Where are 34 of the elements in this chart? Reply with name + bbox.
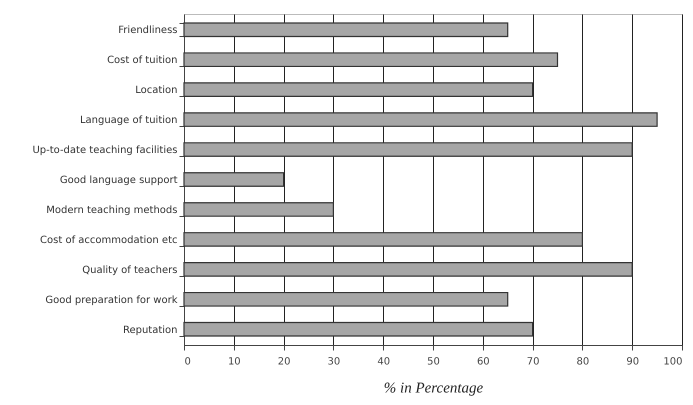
y-tick-label: Good preparation for work — [45, 294, 178, 306]
bar — [183, 232, 583, 247]
x-axis-title: % in Percentage — [384, 380, 484, 396]
x-tick-label: 90 — [626, 356, 640, 368]
y-tick-label: Quality of teachers — [82, 264, 178, 276]
x-tick-label: 70 — [526, 356, 540, 368]
y-tick-label: Good language support — [60, 175, 178, 186]
bar — [183, 82, 534, 97]
bar — [183, 262, 633, 277]
y-tick-label: Location — [135, 85, 178, 96]
x-tick-label: 30 — [328, 356, 340, 368]
y-tick-label: Friendliness — [118, 25, 178, 36]
x-tick-label: 100 — [663, 356, 682, 368]
y-tick-label: Cost of accommodation etc — [40, 234, 178, 246]
bar — [183, 292, 508, 307]
x-tick-label: 40 — [377, 356, 390, 368]
x-tick-label: 80 — [576, 356, 590, 368]
bar — [183, 202, 334, 217]
bar — [183, 142, 633, 157]
y-tick-label: Up-to-date teaching facilities — [32, 145, 178, 156]
y-tick-label: Cost of tuition — [107, 55, 178, 66]
bar — [183, 22, 508, 38]
x-tick-label: 0 — [184, 356, 191, 368]
y-tick-label: Modern teaching methods — [46, 204, 178, 216]
bar — [183, 322, 534, 337]
bar — [183, 112, 658, 127]
x-tick-label: 60 — [476, 356, 490, 368]
x-tick-label: 20 — [278, 356, 290, 368]
y-tick-label: Reputation — [122, 324, 178, 336]
bar — [183, 52, 558, 68]
bar — [183, 172, 284, 187]
x-tick-label: 10 — [228, 356, 241, 368]
x-tick-label: 50 — [427, 356, 440, 368]
y-tick-label: Language of tuition — [80, 115, 178, 126]
